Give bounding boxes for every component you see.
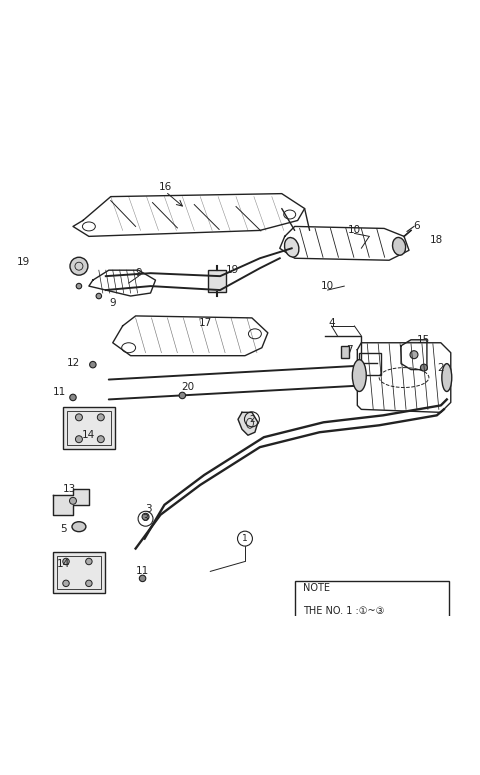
Ellipse shape bbox=[352, 360, 366, 391]
Polygon shape bbox=[401, 339, 427, 370]
Bar bbox=[63, 408, 115, 450]
Bar bbox=[57, 556, 101, 589]
Ellipse shape bbox=[70, 394, 76, 401]
Text: THE NO. 1 :①~③: THE NO. 1 :①~③ bbox=[302, 606, 384, 616]
Polygon shape bbox=[280, 226, 409, 260]
Text: 3: 3 bbox=[145, 504, 152, 514]
Text: NOTE: NOTE bbox=[302, 584, 330, 594]
Ellipse shape bbox=[75, 436, 83, 443]
Bar bbox=[341, 346, 349, 358]
FancyBboxPatch shape bbox=[295, 581, 449, 633]
Ellipse shape bbox=[393, 237, 406, 255]
Polygon shape bbox=[113, 316, 268, 356]
Text: 2: 2 bbox=[437, 363, 444, 373]
Polygon shape bbox=[53, 489, 89, 515]
Text: 2: 2 bbox=[249, 415, 255, 424]
Ellipse shape bbox=[285, 238, 299, 257]
Ellipse shape bbox=[85, 558, 92, 565]
Polygon shape bbox=[89, 270, 156, 296]
Polygon shape bbox=[238, 412, 258, 436]
Ellipse shape bbox=[139, 575, 146, 581]
Ellipse shape bbox=[76, 284, 82, 289]
Ellipse shape bbox=[97, 436, 104, 443]
Text: 5: 5 bbox=[60, 524, 66, 534]
Text: 12: 12 bbox=[66, 357, 80, 367]
Text: 1: 1 bbox=[242, 534, 248, 543]
Bar bbox=[208, 270, 226, 292]
Ellipse shape bbox=[85, 580, 92, 587]
Bar bbox=[360, 353, 381, 374]
Ellipse shape bbox=[72, 522, 86, 532]
Text: 11: 11 bbox=[136, 567, 149, 577]
Text: 6: 6 bbox=[414, 222, 420, 232]
Text: 14: 14 bbox=[57, 560, 70, 570]
Text: 14: 14 bbox=[82, 430, 96, 440]
Text: 3: 3 bbox=[143, 515, 148, 523]
Text: 10: 10 bbox=[348, 226, 361, 236]
Ellipse shape bbox=[442, 363, 452, 391]
Ellipse shape bbox=[179, 392, 186, 398]
Text: 11: 11 bbox=[52, 388, 66, 398]
Text: 17: 17 bbox=[199, 318, 212, 328]
Polygon shape bbox=[73, 194, 305, 236]
Text: 9: 9 bbox=[109, 298, 116, 308]
Ellipse shape bbox=[70, 498, 76, 505]
Text: 19: 19 bbox=[226, 265, 239, 275]
Ellipse shape bbox=[75, 414, 83, 421]
Ellipse shape bbox=[63, 580, 69, 587]
Ellipse shape bbox=[70, 257, 88, 275]
Text: 18: 18 bbox=[430, 236, 444, 246]
Text: 7: 7 bbox=[346, 345, 353, 355]
Ellipse shape bbox=[420, 364, 427, 371]
Ellipse shape bbox=[96, 293, 102, 299]
Text: 9: 9 bbox=[135, 268, 142, 278]
Text: 15: 15 bbox=[417, 335, 431, 345]
Text: 10: 10 bbox=[321, 281, 334, 291]
Text: 13: 13 bbox=[62, 484, 76, 494]
Ellipse shape bbox=[142, 513, 149, 520]
Polygon shape bbox=[357, 343, 451, 412]
Ellipse shape bbox=[97, 414, 104, 421]
Ellipse shape bbox=[90, 361, 96, 368]
Text: 19: 19 bbox=[17, 257, 30, 267]
Ellipse shape bbox=[63, 558, 69, 565]
Text: 20: 20 bbox=[182, 383, 195, 392]
Bar bbox=[67, 412, 111, 445]
Text: 16: 16 bbox=[159, 181, 172, 191]
Ellipse shape bbox=[410, 351, 418, 359]
Text: 4: 4 bbox=[328, 318, 335, 328]
Bar bbox=[53, 552, 105, 594]
